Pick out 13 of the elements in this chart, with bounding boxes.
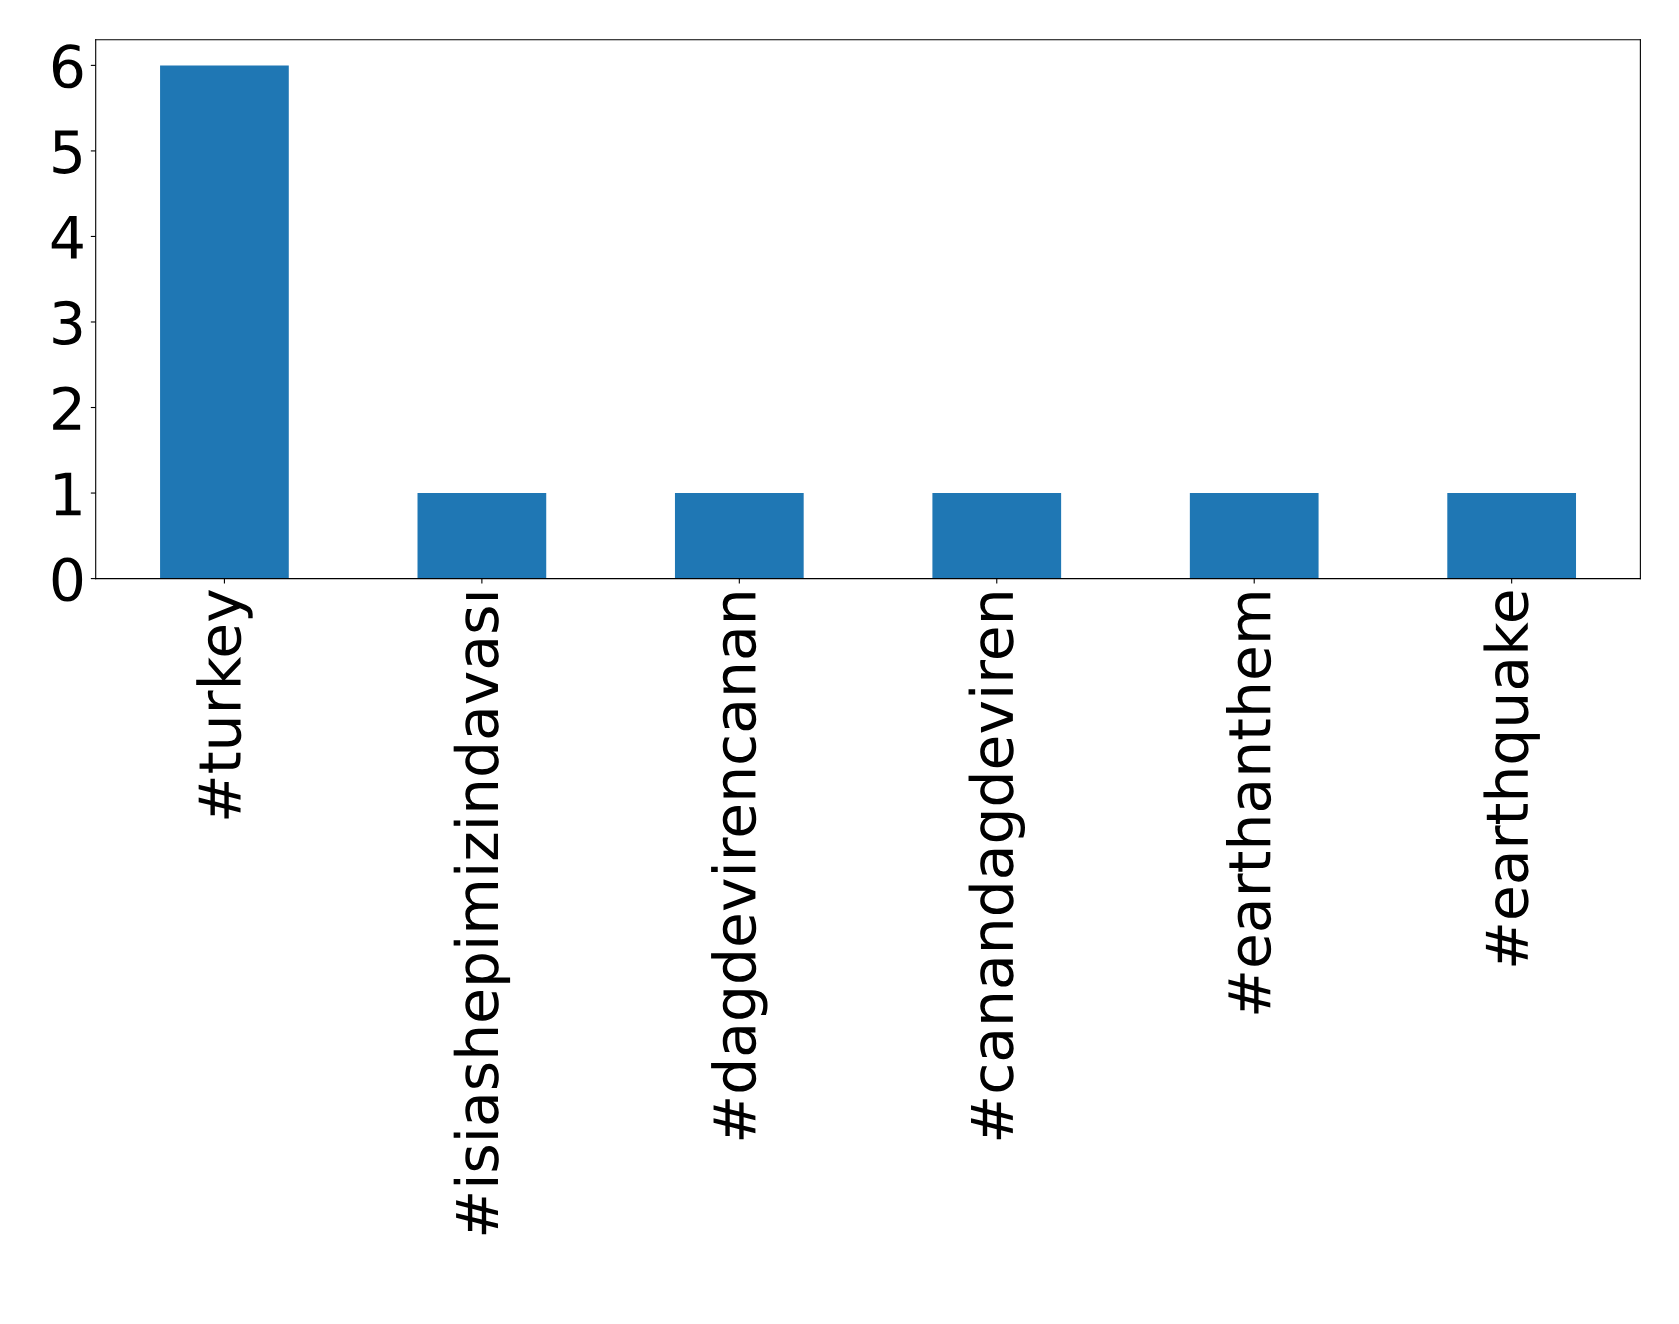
x-tick-label: #earthquake	[1483, 591, 1540, 966]
x-tick-label: #turkey	[196, 590, 253, 819]
y-tick-label: 0	[52, 557, 83, 602]
y-tick-label: 6	[52, 44, 83, 89]
y-tick-label: 1	[55, 472, 81, 516]
x-tick-label: #canandagdeviren	[968, 593, 1025, 1140]
x-tick-label: #isiashepimizindavası	[453, 593, 511, 1235]
y-tick-label: 3	[53, 300, 82, 345]
x-tick-label: #earthanthem	[1225, 593, 1272, 1014]
y-tick-label: 2	[53, 386, 81, 430]
x-tick-label: #dagdevirencanan	[711, 593, 768, 1140]
y-tick-label: 5	[53, 130, 81, 174]
y-tick-label: 4	[51, 216, 83, 259]
